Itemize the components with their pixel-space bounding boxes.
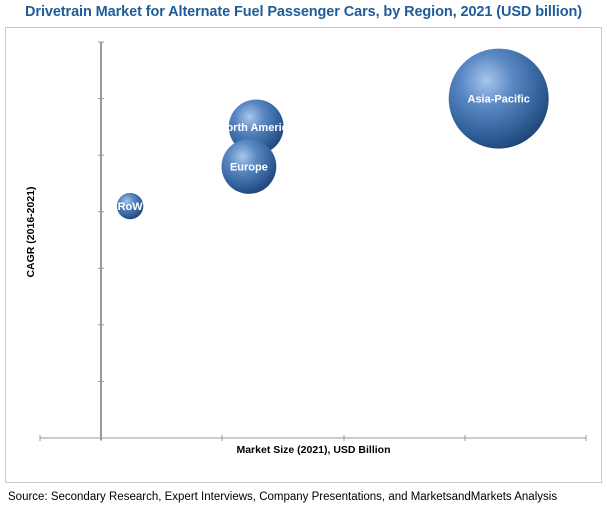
x-axis-ticks (39, 435, 587, 441)
source-note: Source: Secondary Research, Expert Inter… (8, 491, 558, 503)
chart-title: Drivetrain Market for Alternate Fuel Pas… (25, 4, 582, 20)
y-axis-label: CAGR (2016-2021) (25, 186, 37, 278)
bubble-europe (221, 139, 277, 194)
bubble-label: Europe (230, 161, 268, 173)
bubble-row (116, 192, 144, 220)
bubble-asia-pacific (448, 48, 549, 149)
bubble-label: Asia-Pacific (468, 94, 530, 106)
bubble-label: North America (219, 122, 295, 134)
bubbles: Asia-Pacific North America Europe RoW (116, 48, 549, 220)
x-axis-label: Market Size (2021), USD Billion (236, 444, 391, 456)
bubble-label: RoW (118, 201, 144, 213)
